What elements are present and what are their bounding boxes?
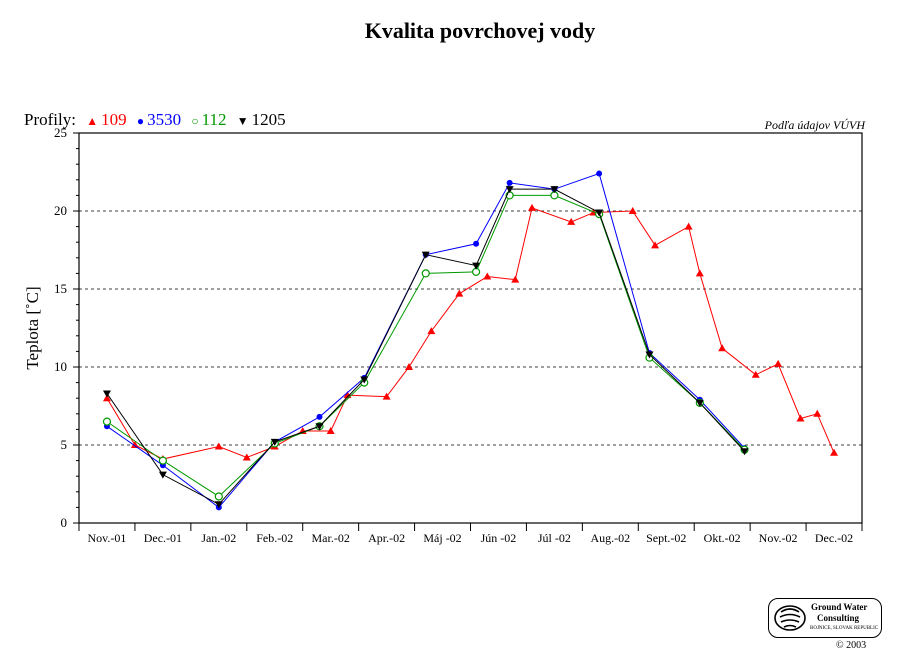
data-point-109 bbox=[427, 327, 436, 335]
legend-label-1205: 1205 bbox=[251, 110, 286, 129]
source-note: Podľa údajov VÚVH bbox=[764, 118, 865, 132]
x-tick-label: Aug.-02 bbox=[590, 531, 630, 545]
series-line-109 bbox=[106, 207, 835, 460]
data-point-109 bbox=[796, 414, 805, 422]
legend: Profily: ▲ 109 ● 3530 ○ 112 ▼ 1205 bbox=[24, 110, 286, 130]
data-point-1205 bbox=[360, 376, 369, 384]
data-point-109 bbox=[813, 409, 822, 417]
x-tick-label: Okt.-02 bbox=[704, 531, 741, 545]
y-tick-label: 0 bbox=[61, 515, 68, 530]
legend-item-109: ▲ 109 bbox=[86, 110, 126, 129]
y-axis-label: Teplota [˚C] bbox=[23, 286, 42, 369]
data-point-109 bbox=[511, 275, 520, 283]
data-point-109 bbox=[404, 363, 413, 370]
legend-item-112: ○ 112 bbox=[191, 110, 226, 129]
data-point-112 bbox=[102, 417, 112, 426]
x-tick-label: Dec.-01 bbox=[144, 531, 182, 545]
x-tick-label: Jan.-02 bbox=[201, 531, 236, 545]
data-point-112 bbox=[214, 492, 223, 501]
legend-item-3530: ● 3530 bbox=[137, 110, 181, 129]
data-point-1205 bbox=[158, 471, 167, 479]
data-point-109 bbox=[751, 370, 760, 378]
data-point-1205 bbox=[550, 186, 559, 194]
data-point-3530 bbox=[506, 179, 513, 186]
data-point-1205 bbox=[595, 209, 604, 217]
series-line-3530 bbox=[106, 172, 745, 509]
series-line-112 bbox=[106, 194, 745, 498]
data-point-109 bbox=[567, 217, 576, 225]
data-point-1205 bbox=[270, 438, 279, 446]
x-tick-label: Nov.-02 bbox=[759, 531, 798, 545]
filled-circle-icon: ● bbox=[136, 114, 145, 128]
data-point-1205 bbox=[695, 399, 704, 407]
data-point-109 bbox=[684, 222, 693, 230]
data-point-3530 bbox=[473, 240, 480, 247]
data-point-109 bbox=[695, 269, 704, 277]
data-point-109 bbox=[528, 203, 537, 211]
x-tick-label: Jún -02 bbox=[481, 531, 517, 545]
x-tick-label: Sept.-02 bbox=[646, 531, 686, 545]
data-point-109 bbox=[774, 359, 783, 367]
x-tick-label: Júl -02 bbox=[538, 531, 571, 545]
legend-label-109: 109 bbox=[101, 110, 127, 129]
x-tick-label: Feb.-02 bbox=[256, 531, 293, 545]
data-point-1205 bbox=[102, 390, 111, 398]
data-point-1205 bbox=[315, 423, 324, 431]
y-tick-label: 15 bbox=[54, 281, 67, 296]
data-point-109 bbox=[130, 441, 139, 448]
data-point-3530 bbox=[596, 170, 603, 177]
data-point-112 bbox=[158, 456, 167, 465]
data-point-109 bbox=[214, 442, 223, 450]
copyright: © 2003 bbox=[836, 640, 867, 651]
data-point-1205 bbox=[472, 262, 481, 270]
legend-prefix: Profily: bbox=[24, 110, 76, 129]
data-point-1205 bbox=[214, 501, 223, 509]
x-tick-label: Mar.-02 bbox=[312, 531, 350, 545]
legend-label-112: 112 bbox=[201, 110, 227, 129]
triangle-down-icon: ▼ bbox=[236, 114, 249, 128]
logo-line-1: Ground Water bbox=[811, 602, 868, 612]
logo-line-2: Consulting bbox=[817, 613, 860, 623]
plot-frame bbox=[78, 132, 863, 524]
data-point-109 bbox=[326, 426, 335, 434]
x-tick-label: Máj -02 bbox=[423, 531, 461, 545]
open-circle-icon: ○ bbox=[191, 114, 199, 128]
legend-label-3530: 3530 bbox=[147, 110, 182, 129]
triangle-up-icon: ▲ bbox=[86, 114, 99, 128]
data-point-1205 bbox=[421, 251, 430, 259]
data-point-1205 bbox=[505, 186, 514, 194]
company-logo: Ground Water Consulting BOJNICE, SLOVAK … bbox=[768, 598, 882, 638]
legend-item-1205: ▼ 1205 bbox=[237, 110, 286, 129]
logo-line-3: BOJNICE, SLOVAK REPUBLIC bbox=[810, 626, 879, 631]
y-tick-label: 20 bbox=[54, 203, 67, 218]
y-tick-label: 5 bbox=[61, 437, 68, 452]
data-point-112 bbox=[421, 269, 430, 278]
x-tick-label: Dec.-02 bbox=[815, 531, 853, 545]
y-tick-label: 10 bbox=[54, 359, 67, 374]
data-point-1205 bbox=[740, 448, 749, 456]
series-line-1205 bbox=[106, 188, 745, 505]
data-point-109 bbox=[102, 394, 111, 402]
y-tick-label: 25 bbox=[54, 125, 67, 140]
logo-mark-icon bbox=[774, 605, 806, 631]
chart-title: Kvalita povrchovej vody bbox=[364, 18, 596, 43]
data-point-109 bbox=[242, 453, 251, 461]
data-point-109 bbox=[651, 241, 660, 249]
data-point-1205 bbox=[645, 351, 654, 359]
data-point-109 bbox=[718, 344, 727, 352]
data-point-109 bbox=[382, 392, 391, 400]
x-tick-label: Nov.-01 bbox=[88, 531, 127, 545]
data-point-3530 bbox=[316, 413, 323, 420]
data-point-109 bbox=[483, 272, 492, 280]
x-tick-label: Apr.-02 bbox=[368, 531, 405, 545]
data-point-109 bbox=[628, 207, 637, 214]
data-point-109 bbox=[830, 448, 839, 456]
data-point-109 bbox=[455, 289, 464, 297]
